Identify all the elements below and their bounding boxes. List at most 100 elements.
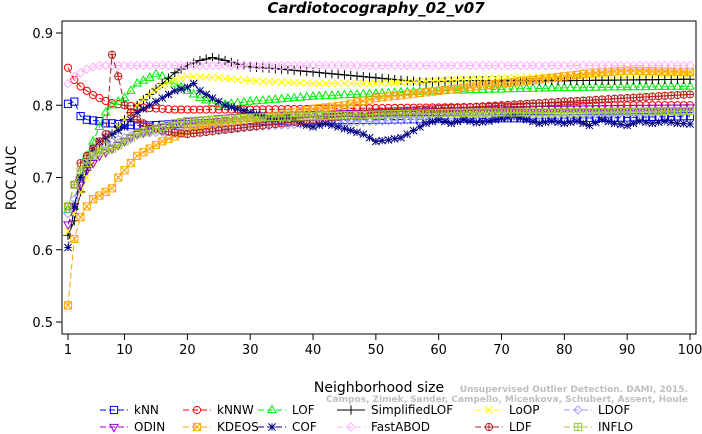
point-fastabod-15	[151, 60, 161, 71]
point-ldf-13	[139, 119, 148, 128]
point-odin-45	[339, 110, 350, 119]
point-lof-36	[282, 92, 293, 102]
point-lof-40	[308, 90, 318, 100]
point-loop-35	[277, 78, 286, 87]
point-loop-37	[290, 78, 299, 87]
point-simplifiedlof-23	[201, 54, 211, 64]
point-odin-44	[333, 110, 344, 119]
point-cof-52	[384, 135, 393, 144]
legend-marker-odin	[109, 423, 119, 433]
point-cof-51	[378, 136, 387, 145]
point-lof-52	[383, 87, 394, 97]
legend-marker-kdeos	[192, 422, 202, 432]
point-fastabod-32	[257, 60, 268, 71]
point-fastabod-57	[415, 60, 425, 71]
point-fastabod-87	[603, 60, 614, 71]
point-odin-98	[672, 104, 683, 114]
point-simplifiedlof-44	[333, 69, 343, 79]
point-fastabod-37	[289, 60, 299, 71]
point-fastabod-21	[188, 60, 199, 71]
legend-marker-ldf	[484, 422, 494, 432]
point-odin-97	[666, 104, 677, 114]
point-cof-97	[667, 118, 676, 127]
point-simplifiedlof-26	[220, 55, 230, 66]
x-tick-label-70: 70	[493, 343, 510, 358]
point-cof-9	[114, 126, 123, 135]
point-fastabod-77	[540, 60, 551, 71]
point-fastabod-22	[195, 60, 205, 71]
legend-item-ldf: LDF	[475, 420, 532, 434]
point-lof-41	[314, 90, 325, 100]
point-cof-64	[459, 115, 468, 124]
point-cof-1	[64, 243, 72, 252]
point-fastabod-91	[628, 60, 639, 71]
point-lof-79	[553, 82, 564, 92]
point-loop-31	[252, 77, 261, 85]
point-cof-69	[491, 115, 500, 124]
point-cof-53	[390, 134, 399, 143]
point-odin-90	[622, 105, 633, 114]
point-knnw-3	[76, 82, 85, 91]
point-simplifiedlof-27	[226, 57, 236, 67]
point-cof-45	[340, 124, 349, 133]
point-lof-22	[194, 92, 205, 102]
point-kdeos-4	[82, 202, 91, 211]
point-odin-83	[578, 105, 589, 115]
point-lof-31	[251, 95, 262, 105]
series-layer	[63, 50, 695, 310]
series-fastabod	[63, 60, 695, 89]
point-lof-60	[433, 85, 444, 94]
point-fastabod-82	[572, 60, 582, 71]
point-fastabod-30	[245, 60, 256, 71]
legend-label-knnw: kNNW	[217, 403, 254, 417]
point-fastabod-74	[521, 60, 532, 71]
point-lof-98	[672, 80, 683, 90]
point-lof-49	[364, 88, 375, 98]
point-cof-98	[673, 119, 682, 128]
point-cof-47	[353, 128, 361, 137]
point-cof-59	[428, 117, 437, 126]
legend-item-fastabod: FastABOD	[337, 420, 430, 434]
point-knnw-20	[183, 105, 192, 114]
point-fastabod-79	[553, 60, 563, 71]
point-cof-58	[422, 119, 431, 128]
point-fastabod-19	[176, 60, 186, 71]
point-fastabod-38	[295, 60, 306, 71]
point-fastabod-14	[144, 60, 155, 71]
legend-item-knn: kNN	[100, 403, 159, 417]
point-lof-72	[509, 83, 520, 93]
point-cof-15	[152, 97, 160, 106]
point-fastabod-88	[609, 60, 620, 71]
point-loop-36	[283, 78, 292, 87]
point-lof-93	[641, 81, 651, 91]
point-odin-89	[615, 105, 626, 114]
legend-item-kdeos: KDEOS	[183, 420, 259, 434]
x-tick-label-100: 100	[678, 343, 702, 358]
point-cof-19	[177, 85, 186, 93]
point-fastabod-18	[170, 60, 180, 71]
point-cof-28	[233, 104, 242, 113]
point-cof-57	[415, 122, 424, 131]
point-odin-80	[559, 105, 570, 115]
point-lof-99	[678, 80, 689, 90]
point-loop-29	[239, 76, 248, 85]
point-cof-27	[227, 103, 236, 112]
point-cof-10	[120, 122, 129, 131]
legend-label-ldf: LDF	[509, 420, 532, 434]
legend-label-inflo: INFLO	[598, 420, 633, 434]
point-kdeos-100	[685, 67, 695, 77]
point-simplifiedlof-51	[377, 73, 387, 83]
point-fastabod-23	[201, 60, 212, 71]
point-loop-59	[428, 77, 437, 85]
point-fastabod-17	[163, 60, 174, 71]
point-lof-78	[546, 82, 557, 92]
point-knn-6	[95, 117, 104, 126]
point-fastabod-85	[590, 60, 601, 71]
point-lof-35	[276, 93, 287, 103]
point-fastabod-6	[94, 60, 105, 71]
point-odin-46	[345, 109, 356, 119]
legend-label-ldof: LDOF	[598, 403, 630, 417]
point-loop-58	[422, 77, 431, 86]
point-lof-69	[490, 83, 501, 93]
point-cof-65	[466, 117, 475, 126]
